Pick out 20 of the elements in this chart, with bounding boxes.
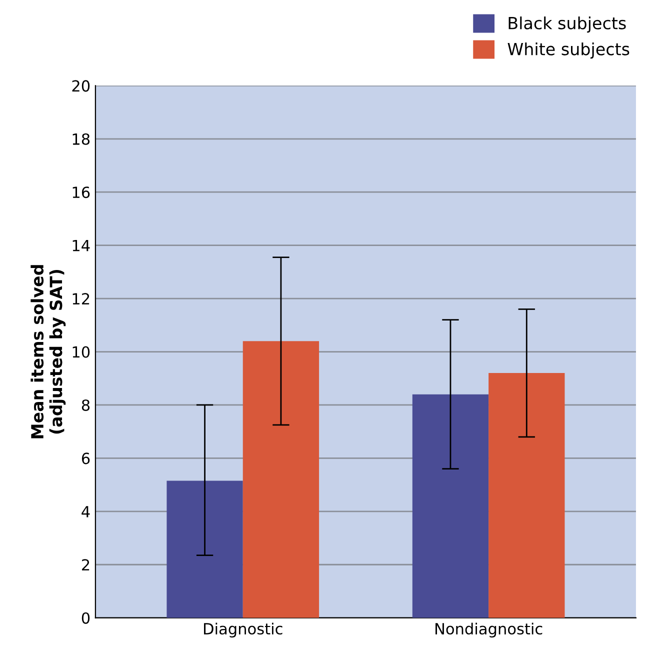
y-tick-label: 12 bbox=[72, 293, 90, 304]
x-tick-label: Diagnostic bbox=[204, 622, 282, 638]
y-tick-label: 16 bbox=[72, 186, 90, 198]
y-tick-label: 10 bbox=[72, 346, 90, 358]
y-axis-title: Mean items solved (adjusted by SAT) bbox=[30, 265, 66, 438]
x-tick-label: Nondiagnostic bbox=[436, 622, 542, 638]
y-tick-label: 4 bbox=[82, 506, 90, 518]
bar bbox=[488, 373, 565, 618]
y-tick-label: 8 bbox=[82, 399, 90, 411]
y-tick-label: 14 bbox=[72, 240, 90, 252]
bar bbox=[166, 480, 243, 618]
legend-label: White subjects bbox=[508, 42, 630, 59]
bar bbox=[242, 341, 320, 618]
y-tick-label: 0 bbox=[82, 612, 90, 624]
bar bbox=[412, 394, 489, 618]
y-tick-label: 18 bbox=[72, 133, 90, 145]
legend-label: Black subjects bbox=[508, 16, 626, 33]
y-tick-label: 20 bbox=[72, 80, 90, 92]
y-tick-label: 2 bbox=[82, 559, 90, 570]
y-tick-label: 6 bbox=[82, 452, 90, 464]
